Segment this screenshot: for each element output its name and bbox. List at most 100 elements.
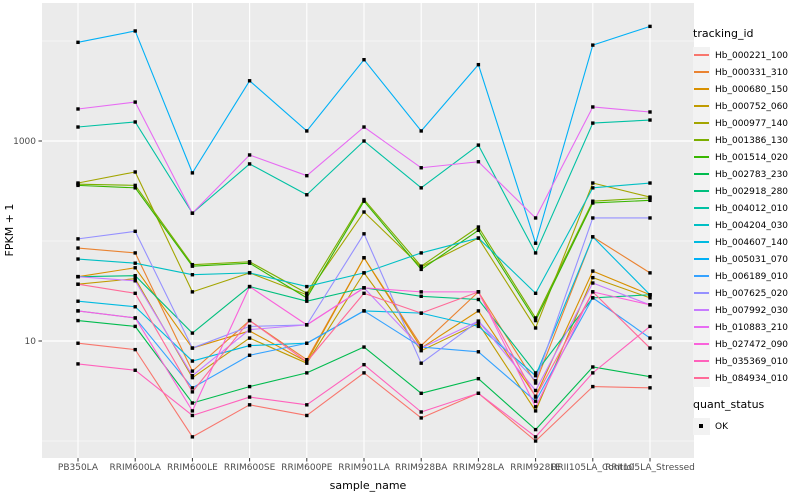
data-point [533,326,538,330]
data-point [362,210,366,214]
data-point [247,343,252,348]
data-point [133,183,137,188]
data-point [419,290,423,294]
data-point [419,129,423,133]
data-point [419,251,423,255]
data-point [591,384,595,389]
legend-item-label: Hb_001514_020 [715,152,789,163]
data-point [648,386,652,390]
data-point [648,303,652,307]
data-point [305,403,309,407]
data-point [190,413,195,418]
data-point [533,435,538,439]
legend-item-label: Hb_006189_010 [715,271,789,282]
data-point [648,346,652,350]
data-point [133,316,137,320]
data-point [76,309,80,313]
data-point [362,125,366,129]
data-point [133,279,137,283]
data-point [591,43,595,47]
x-tick-label: RRIM600PE [281,463,333,473]
data-point [591,121,595,125]
data-point [419,294,423,298]
legend-item: Hb_002918_280 [693,183,799,200]
data-point [247,271,252,275]
legend-item: Hb_001514_020 [693,149,799,166]
data-point [76,237,80,241]
data-point [133,305,137,309]
data-point [533,251,538,255]
data-point [419,391,423,395]
x-tick-label: RRIM600SE [224,463,276,473]
data-point [419,346,423,350]
data-point [476,236,481,240]
data-point [648,296,652,300]
data-point [419,267,423,272]
data-point [190,409,195,413]
legend-item-label: Hb_000680_150 [715,84,789,95]
data-point [533,439,538,443]
data-point [362,286,366,290]
data-point [247,324,252,329]
legend-key [693,200,710,217]
legend-line-swatch [694,156,709,158]
legend-key [693,115,710,132]
legend-key [693,251,710,268]
data-point [533,379,538,383]
legend-item: Hb_000221_100 [693,47,799,64]
data-point [305,299,309,303]
data-point [247,384,252,389]
x-tick-label: RRIM928LE [510,463,561,473]
data-point [247,353,252,357]
data-point [190,171,195,175]
plot-panel [42,3,694,458]
data-point [476,228,481,232]
legend-item-label: Hb_007992_030 [715,305,789,316]
legend-item-label: Hb_002918_280 [715,186,789,197]
legend-line-swatch [694,360,709,362]
quant-legend-title: quant_status [693,398,765,411]
legend-item: Hb_000752_060 [693,98,799,115]
data-point [648,198,652,203]
data-point [476,62,481,67]
data-point [533,427,538,432]
legend-line-swatch [694,88,709,90]
data-point [133,100,137,104]
legend-line-swatch [694,54,709,56]
data-point [133,291,137,295]
legend-line-swatch [694,309,709,311]
data-point [190,390,195,394]
legend-line-swatch [694,122,709,124]
data-point [362,291,366,295]
data-point [476,350,481,354]
data-point [362,271,366,275]
legend-line-swatch [694,173,709,175]
legend-line-swatch [694,326,709,328]
data-point [76,362,80,366]
x-tick-label: RRIM901LA [338,463,390,473]
quant-legend-label: OK [715,421,728,432]
data-point [648,324,652,329]
data-point [133,261,137,265]
legend-item: Hb_004012_010 [693,200,799,217]
legend-key [693,81,710,98]
quant-legend-key [693,418,710,435]
data-point [247,336,252,340]
data-point [190,264,195,268]
y-axis-title: FPKM + 1 [3,204,16,257]
data-point [133,120,137,124]
legend-item: Hb_001386_130 [693,132,799,149]
data-point [419,264,423,268]
data-point [362,256,366,260]
legend-item-label: Hb_000221_100 [715,50,789,61]
data-point [247,284,252,289]
data-point [133,266,137,270]
data-point [362,199,366,203]
legend-item: Hb_004607_140 [693,234,799,251]
data-point [476,324,481,329]
data-point [190,331,195,335]
data-point [591,290,595,294]
data-point [247,162,252,166]
data-point [533,395,538,399]
